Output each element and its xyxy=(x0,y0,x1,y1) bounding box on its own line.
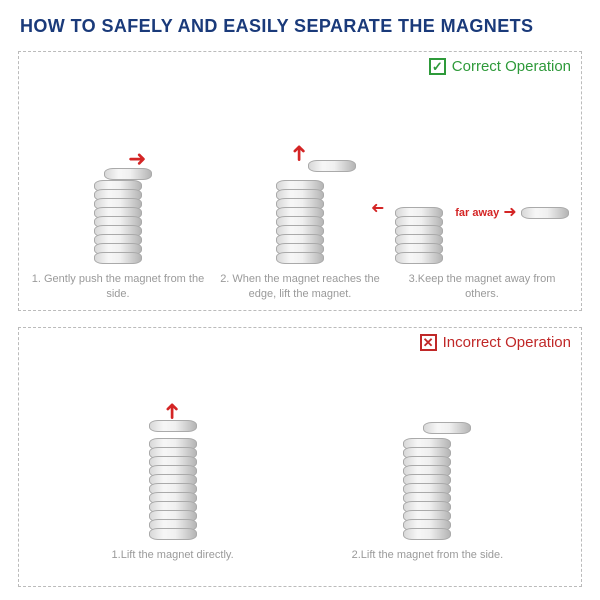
incorrect-section: ✕ Incorrect Operation ➜ 1.Lift the magnet… xyxy=(18,327,582,587)
step: ➜ 2. When the magnet reaches the edge, li… xyxy=(210,84,390,302)
incorrect-label-wrap: ✕ Incorrect Operation xyxy=(420,334,571,351)
magnet-disc-separated xyxy=(521,207,569,219)
magnet-disc xyxy=(395,252,443,264)
step-figure xyxy=(318,360,536,540)
step-caption: 1. Gently push the magnet from the side. xyxy=(28,272,208,302)
page-container: HOW TO SAFELY AND EASILY SEPARATE THE MA… xyxy=(0,0,600,600)
arrow-up-icon: ➜ xyxy=(290,142,308,164)
magnet-disc-top xyxy=(423,422,471,434)
step-figure: ➜ xyxy=(28,84,208,264)
correct-steps-row: ➜ 1. Gently push the magnet from the side… xyxy=(27,84,573,302)
cross-icon: ✕ xyxy=(420,334,437,351)
step-figure: ➜ xyxy=(63,360,281,540)
step-caption: 1.Lift the magnet directly. xyxy=(112,548,234,578)
check-icon: ✓ xyxy=(429,58,446,75)
step: ➜ 1.Lift the magnet directly. xyxy=(63,360,281,578)
far-away-label: far away xyxy=(455,207,499,219)
separated-group: far away ➜ xyxy=(451,205,568,221)
magnet-stack xyxy=(149,441,197,540)
cross-mark: ✕ xyxy=(423,335,434,351)
arrow-right-icon: ➜ xyxy=(128,148,146,170)
magnet-stack xyxy=(276,183,324,264)
step: ➜ 1. Gently push the magnet from the side… xyxy=(28,84,208,302)
step: 2.Lift the magnet from the side. xyxy=(318,360,536,578)
magnet-disc xyxy=(149,528,197,540)
correct-section: ✓ Correct Operation ➜ 1. Gently push the … xyxy=(18,51,582,311)
correct-label-wrap: ✓ Correct Operation xyxy=(429,58,571,75)
arrow-left-icon: ➜ xyxy=(371,201,384,217)
magnet-stack xyxy=(403,441,451,540)
correct-label: Correct Operation xyxy=(452,58,571,75)
magnet-disc-top xyxy=(308,160,356,172)
magnet-disc xyxy=(276,252,324,264)
magnet-disc xyxy=(94,252,142,264)
incorrect-steps-row: ➜ 1.Lift the magnet directly. 2.Lift the m… xyxy=(27,360,573,578)
step-figure: ➜far away ➜ xyxy=(392,84,572,264)
step-caption: 3.Keep the magnet away from others. xyxy=(392,272,572,302)
magnet-stack xyxy=(395,210,443,264)
incorrect-label: Incorrect Operation xyxy=(443,334,571,351)
step: ➜far away ➜ 3.Keep the magnet away from ot… xyxy=(392,84,572,302)
magnet-disc xyxy=(403,528,451,540)
page-title: HOW TO SAFELY AND EASILY SEPARATE THE MA… xyxy=(20,16,582,37)
magnet-stack xyxy=(94,183,142,264)
arrow-up-icon: ➜ xyxy=(163,400,181,422)
step-caption: 2.Lift the magnet from the side. xyxy=(352,548,504,578)
arrow-right-icon: ➜ xyxy=(503,205,516,221)
check-mark: ✓ xyxy=(432,59,443,75)
step-caption: 2. When the magnet reaches the edge, lif… xyxy=(210,272,390,302)
step-figure: ➜ xyxy=(210,84,390,264)
